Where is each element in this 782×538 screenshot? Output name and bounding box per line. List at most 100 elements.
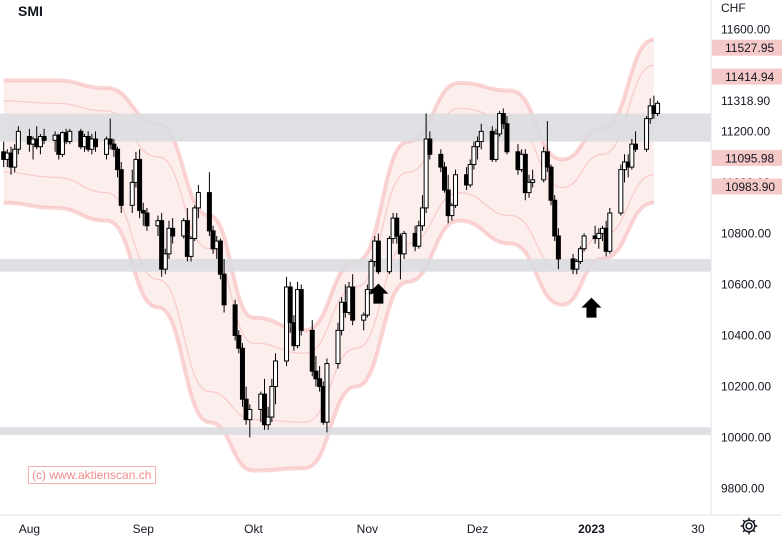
candle bbox=[493, 128, 499, 162]
candle bbox=[107, 118, 113, 150]
candle bbox=[206, 172, 212, 236]
candle-body bbox=[309, 329, 315, 372]
candle-body bbox=[500, 113, 506, 125]
candle-body bbox=[104, 138, 110, 155]
candle bbox=[317, 366, 323, 392]
y-tick-label: 10200.00 bbox=[721, 379, 771, 393]
candle bbox=[361, 312, 367, 331]
candle bbox=[217, 238, 223, 280]
candle bbox=[140, 202, 146, 226]
candle-body bbox=[313, 370, 319, 380]
candle-body bbox=[59, 132, 65, 155]
candle bbox=[170, 218, 176, 244]
x-tick-label: 2023 bbox=[578, 522, 605, 536]
candle-body bbox=[188, 238, 194, 257]
arrow-layer bbox=[368, 283, 602, 318]
price-badge-bg bbox=[712, 68, 782, 85]
candle-body bbox=[232, 304, 238, 336]
candle-body bbox=[401, 232, 407, 255]
candle-body bbox=[386, 238, 392, 273]
candle-body bbox=[526, 181, 532, 194]
candle-body bbox=[107, 138, 113, 145]
candle bbox=[335, 322, 341, 369]
candle bbox=[504, 116, 510, 155]
candle bbox=[129, 169, 135, 214]
price-badge-bg bbox=[712, 39, 782, 56]
candle bbox=[137, 149, 143, 219]
candle bbox=[423, 113, 429, 214]
candle-body bbox=[350, 286, 356, 321]
candle-body bbox=[423, 138, 429, 209]
candle bbox=[419, 195, 425, 231]
candle-body bbox=[317, 378, 323, 387]
candle-body bbox=[269, 385, 275, 418]
candle-body bbox=[239, 347, 245, 400]
candle-body bbox=[618, 169, 624, 214]
candle bbox=[309, 320, 315, 377]
candle-body bbox=[37, 135, 43, 148]
price-badge-label: 11527.95 bbox=[725, 41, 774, 55]
candle bbox=[442, 161, 448, 193]
candle bbox=[12, 144, 18, 173]
candle bbox=[581, 233, 587, 252]
candle bbox=[401, 230, 407, 259]
candle-body bbox=[115, 148, 121, 171]
candle bbox=[104, 136, 110, 160]
candle-body bbox=[273, 360, 279, 387]
candle-body bbox=[41, 135, 47, 141]
candle bbox=[467, 159, 473, 188]
candle-body bbox=[265, 416, 271, 426]
candle bbox=[544, 121, 550, 173]
x-tick-label: 30 bbox=[691, 522, 705, 536]
candle bbox=[261, 378, 267, 430]
candle-body bbox=[162, 253, 168, 270]
x-tick-label: Aug bbox=[19, 522, 40, 536]
candle-body bbox=[118, 169, 124, 206]
candle bbox=[368, 258, 374, 295]
candle-body bbox=[324, 363, 330, 423]
price-badge-bg bbox=[712, 149, 782, 166]
arrow-up-icon bbox=[368, 283, 389, 304]
gear-icon[interactable] bbox=[738, 515, 760, 537]
candle bbox=[438, 149, 444, 173]
price-badge-bg bbox=[712, 178, 782, 195]
candle-body bbox=[442, 166, 448, 191]
candle-body bbox=[394, 217, 400, 237]
band-line-outer_lower bbox=[3, 200, 655, 473]
candle bbox=[236, 330, 242, 354]
candle-body bbox=[137, 158, 143, 211]
candle bbox=[232, 299, 238, 341]
candle-body bbox=[67, 130, 73, 143]
candle-body bbox=[170, 227, 176, 237]
candle bbox=[655, 100, 661, 117]
candle-body bbox=[552, 199, 558, 237]
candle-body bbox=[478, 130, 484, 143]
candle bbox=[618, 164, 624, 216]
x-tick-label: Okt bbox=[244, 522, 263, 536]
y-tick-label: 9800.00 bbox=[721, 482, 765, 496]
candle bbox=[416, 220, 422, 249]
candle-body bbox=[467, 164, 473, 186]
candle bbox=[530, 169, 536, 188]
candle bbox=[115, 146, 121, 178]
candle bbox=[287, 281, 293, 333]
y-tick-label: 11200.00 bbox=[721, 124, 770, 138]
candle bbox=[644, 116, 650, 152]
candle-body bbox=[247, 408, 253, 421]
candle-body bbox=[453, 174, 459, 206]
x-axis: Aug Sep Okt Nov Dez 2023 30 bbox=[19, 522, 705, 536]
candle-body bbox=[339, 301, 345, 331]
candle bbox=[475, 136, 481, 160]
candle bbox=[111, 139, 117, 157]
candle-body bbox=[504, 123, 510, 153]
candle-body bbox=[449, 204, 455, 217]
candle-body bbox=[475, 141, 481, 148]
candle bbox=[552, 195, 558, 242]
y-tick-label: 11318.90 bbox=[721, 94, 770, 108]
candle-body bbox=[530, 179, 536, 183]
candle-body bbox=[581, 235, 587, 250]
candle-body bbox=[574, 260, 580, 270]
candle bbox=[633, 131, 639, 152]
y-tick-label: 10400.00 bbox=[721, 328, 771, 342]
candle bbox=[607, 207, 613, 254]
